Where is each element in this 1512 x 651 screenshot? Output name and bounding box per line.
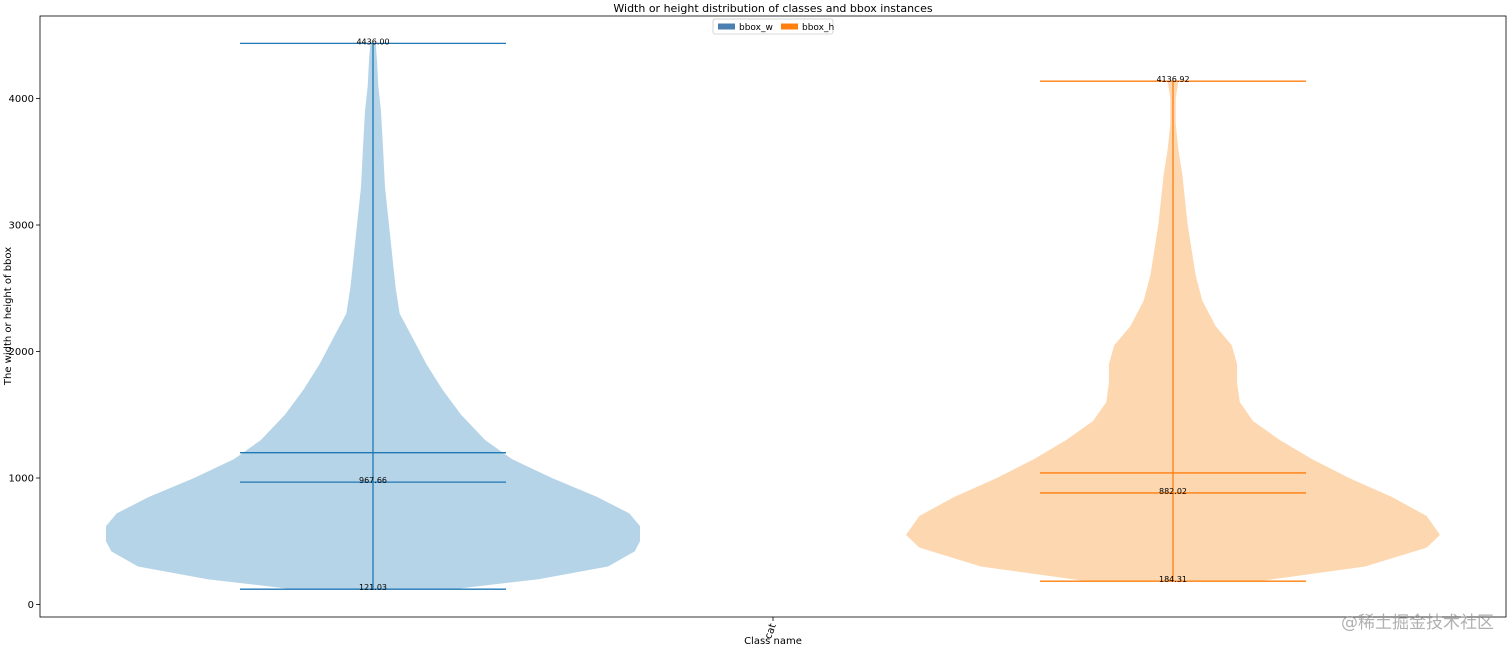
median-label-bbox_h: 882.02 — [1159, 487, 1187, 496]
plot-area: 4436.00 967.66 121.03 4136.92 882.02 184.31 — [106, 37, 1440, 592]
y-tick-label-0: 0 — [28, 600, 34, 611]
y-tick-label-2000: 2000 — [9, 347, 34, 358]
legend: bbox_w bbox_h — [712, 18, 834, 35]
max-label-bbox_w: 4436.00 — [356, 37, 389, 46]
legend-swatch-bbox_h — [781, 23, 798, 30]
y-axis: 0 1000 2000 3000 4000 — [9, 94, 40, 611]
x-tick-label-cat: cat — [763, 622, 779, 640]
x-axis: cat — [763, 617, 779, 641]
watermark: @稀土掘金技术社区 — [1341, 613, 1494, 633]
y-tick-label-3000: 3000 — [9, 221, 34, 232]
median-label-bbox_w: 967.66 — [359, 476, 387, 485]
min-label-bbox_h: 184.31 — [1159, 575, 1187, 584]
legend-swatch-bbox_w — [718, 23, 735, 30]
min-label-bbox_w: 121.03 — [359, 583, 387, 592]
y-tick-label-1000: 1000 — [9, 474, 34, 485]
y-axis-label: The width or height of bbox — [3, 247, 14, 386]
max-label-bbox_h: 4136.92 — [1156, 75, 1189, 84]
legend-label-bbox_h: bbox_h — [802, 23, 834, 33]
x-axis-label: Class name — [744, 636, 802, 647]
legend-label-bbox_w: bbox_w — [739, 23, 773, 33]
legend-frame — [712, 18, 834, 35]
chart-title: Width or height distribution of classes … — [613, 2, 933, 15]
y-tick-label-4000: 4000 — [9, 94, 34, 105]
